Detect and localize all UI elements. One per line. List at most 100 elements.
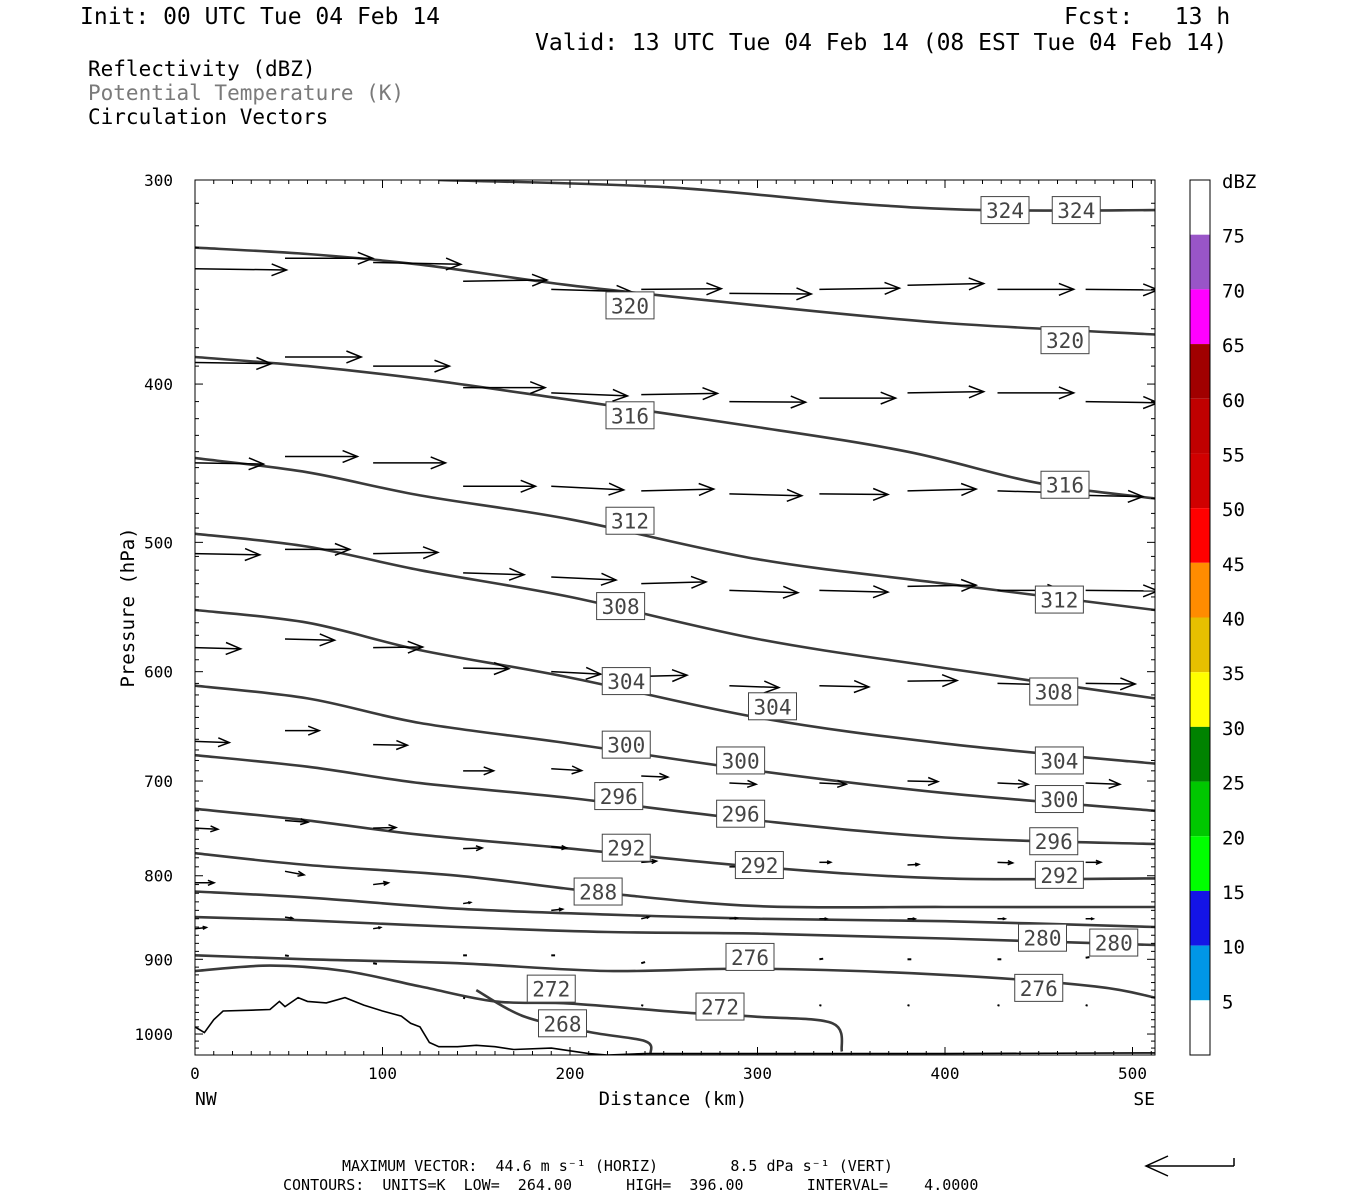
theta-contour-324	[438, 180, 1155, 212]
wind-vector	[907, 780, 939, 783]
wind-vector-head	[422, 546, 440, 560]
wind-vector	[640, 961, 646, 965]
y-tick-label: 800	[144, 867, 173, 886]
contour-label: 308	[602, 595, 640, 619]
contour-label-box	[573, 877, 623, 906]
contour-label: 312	[1040, 589, 1078, 613]
contour-label: 312	[611, 510, 649, 534]
wind-vector-head	[824, 917, 830, 921]
wind-vector-head	[299, 818, 310, 826]
wind-vector-head	[271, 263, 289, 277]
contour-label-box	[1051, 196, 1101, 225]
contour-label: 320	[611, 294, 649, 318]
wind-vector	[1085, 682, 1136, 685]
wind-vector	[373, 551, 438, 555]
wind-vector	[551, 576, 617, 581]
wind-vector	[195, 646, 241, 650]
y-tick-label: 300	[144, 171, 173, 190]
colorbar-segment	[1190, 562, 1210, 618]
theta-contour-288	[195, 851, 1155, 909]
contour-label: 276	[731, 946, 769, 970]
wind-vector-head	[571, 765, 584, 775]
wind-vector	[729, 400, 806, 403]
contour-label: 304	[607, 670, 645, 694]
contour-label: 324	[1057, 199, 1095, 223]
wind-vector	[463, 279, 547, 282]
wind-vector-head	[508, 567, 527, 581]
wind-vector-head	[434, 359, 452, 373]
wind-vector	[641, 775, 668, 778]
wind-vector	[729, 782, 757, 785]
colorbar-segment	[1190, 617, 1210, 673]
wind-vector-head	[853, 679, 871, 694]
valid-time: Valid: 13 UTC Tue 04 Feb 14 (08 EST Tue …	[535, 30, 1228, 56]
x-tick-label: 400	[931, 1064, 960, 1083]
wind-vector-head	[941, 674, 960, 688]
colorbar-segment	[1190, 180, 1210, 235]
wind-vector	[373, 826, 397, 829]
wind-vector	[195, 268, 287, 271]
wind-vector	[551, 392, 628, 397]
x-end-label-right: SE	[1133, 1089, 1155, 1110]
colorbar-label: 50	[1222, 499, 1245, 521]
contour-label-box	[716, 799, 766, 828]
wind-vector-head	[475, 845, 485, 852]
colorbar-label: 30	[1222, 718, 1245, 740]
wind-vector	[997, 782, 1029, 786]
wind-vector	[551, 768, 582, 772]
wind-vector	[284, 870, 305, 876]
y-tick-label: 400	[144, 375, 173, 394]
wind-vector-head	[658, 772, 670, 781]
x-tick-label: 500	[1118, 1064, 1147, 1083]
wind-vector-head	[872, 487, 891, 501]
x-tick-label: 0	[190, 1064, 200, 1083]
wind-vector-head	[968, 385, 986, 399]
contour-label: 320	[1046, 329, 1084, 353]
wind-vector	[641, 581, 707, 585]
wind-vector	[195, 740, 230, 744]
wind-vector-head	[407, 640, 425, 654]
theta-contour-304	[195, 608, 1155, 765]
wind-vector	[907, 282, 984, 287]
colorbar-segment	[1190, 453, 1210, 509]
wind-vector-head	[1142, 395, 1155, 410]
wind-vector-head	[342, 449, 360, 464]
wind-vector	[641, 392, 718, 396]
wind-vector	[819, 1004, 822, 1007]
wind-vector	[819, 493, 888, 496]
contour-label: 300	[1040, 788, 1078, 812]
contour-label-box	[716, 746, 766, 775]
colorbar-label: 5	[1222, 991, 1233, 1013]
colorbar-title: dBZ	[1222, 171, 1256, 193]
wind-vector-head	[1108, 778, 1122, 790]
wind-vector	[463, 572, 525, 576]
wind-vector-head	[202, 925, 209, 931]
colorbar-label: 10	[1222, 937, 1245, 959]
wind-vector-head	[782, 585, 801, 599]
contour-label: 300	[607, 734, 645, 758]
contour-label: 288	[579, 881, 617, 905]
wind-vector	[729, 493, 802, 497]
wind-vector	[819, 684, 869, 688]
wind-vector	[1085, 956, 1090, 959]
wind-vector-head	[531, 273, 550, 287]
wind-vector-head	[836, 779, 849, 789]
wind-vector	[997, 861, 1013, 864]
wind-vector-head	[912, 917, 918, 921]
wind-vector-head	[1090, 917, 1096, 921]
colorbar-segment	[1190, 672, 1210, 727]
wind-vector-head	[646, 915, 651, 920]
y-tick-label: 600	[144, 663, 173, 682]
wind-vector	[907, 1004, 910, 1007]
colorbar-frame	[1189, 179, 1211, 1056]
wind-vector-head	[558, 907, 565, 912]
theta-contour-284	[195, 890, 1155, 929]
wind-vector	[819, 782, 847, 785]
colorbar-segment	[1190, 1000, 1210, 1055]
x-end-label-left: NW	[195, 1089, 217, 1110]
legend-potential-temperature: Potential Temperature (K)	[88, 81, 405, 105]
wind-vector	[372, 962, 378, 965]
wind-vector-head	[698, 482, 716, 497]
wind-vector	[729, 292, 812, 295]
contour-label: 304	[754, 695, 792, 719]
